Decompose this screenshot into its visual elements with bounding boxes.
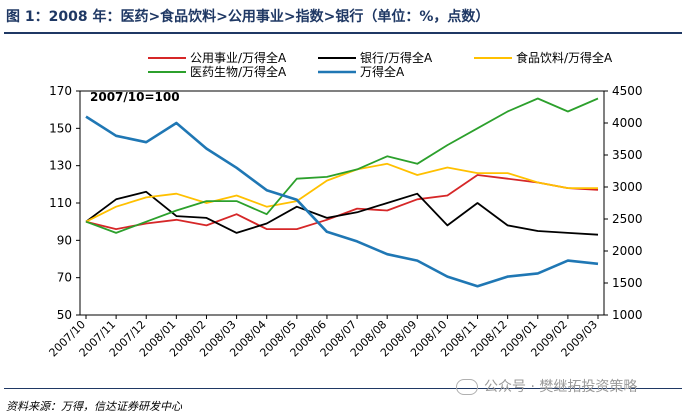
source-note: 资料来源：万得，信达证券研发中心 [6, 400, 182, 413]
series-line-万得全A [85, 115, 599, 288]
watermark: 公众号 · 樊继拓投资策略 [456, 376, 637, 396]
series-layer [85, 97, 599, 288]
right-axis-ticks: 4500 4000 3500 3000 2500 2000 1500 1000 [604, 84, 643, 322]
series-line-医药生物/万得全A [85, 97, 599, 234]
left-tick-label: 130 [49, 159, 72, 173]
legend-label-food-beverage: 食品饮料/万得全A [516, 50, 613, 65]
right-tick-label: 3500 [612, 148, 643, 162]
left-tick-label: 50 [57, 308, 72, 322]
right-tick-label: 4500 [612, 84, 643, 98]
figure-title: 图 1：2008 年：医药>食品饮料>公用事业>指数>银行（单位：%，点数） [6, 9, 490, 25]
right-tick-label: 1500 [612, 276, 643, 290]
footer-rule [4, 388, 682, 389]
left-tick-label: 70 [57, 271, 72, 285]
base-annotation: 2007/10=100 [90, 90, 180, 104]
legend-label-pharma: 医药生物/万得全A [190, 64, 287, 79]
legend-label-utilities: 公用事业/万得全A [190, 50, 287, 65]
series-line-公用事业/万得全A [85, 174, 599, 231]
legend-label-wind-a: 万得全A [360, 64, 405, 79]
right-tick-label: 2000 [612, 244, 643, 258]
left-tick-label: 90 [57, 233, 72, 247]
watermark-text: 公众号 · 樊继拓投资策略 [484, 379, 638, 395]
title-rule [4, 32, 682, 34]
series-line-食品饮料/万得全A [85, 162, 598, 223]
right-tick-label: 1000 [612, 308, 643, 322]
left-tick-label: 150 [49, 121, 72, 135]
left-tick-label: 170 [49, 84, 72, 98]
wechat-icon [456, 379, 478, 395]
right-tick-label: 2500 [612, 212, 643, 226]
right-tick-label: 3000 [612, 180, 643, 194]
left-axis-ticks: 170 150 130 110 90 70 50 [49, 84, 80, 322]
legend-label-banks: 银行/万得全A [360, 50, 433, 65]
left-tick-label: 110 [49, 196, 72, 210]
legend: 公用事业/万得全A 银行/万得全A 食品饮料/万得全A 医药生物/万得全A 万得… [148, 50, 613, 79]
figure-title-bar: 图 1：2008 年：医药>食品饮料>公用事业>指数>银行（单位：%，点数） [0, 0, 686, 32]
plot-frame [79, 90, 605, 316]
right-tick-label: 4000 [612, 116, 643, 130]
line-chart: 170 150 130 110 90 70 50 4500 4000 3500 3000 2500 2… [47, 50, 643, 359]
x-axis-ticks: 2007/102007/112007/122008/012008/022008/… [47, 315, 600, 359]
